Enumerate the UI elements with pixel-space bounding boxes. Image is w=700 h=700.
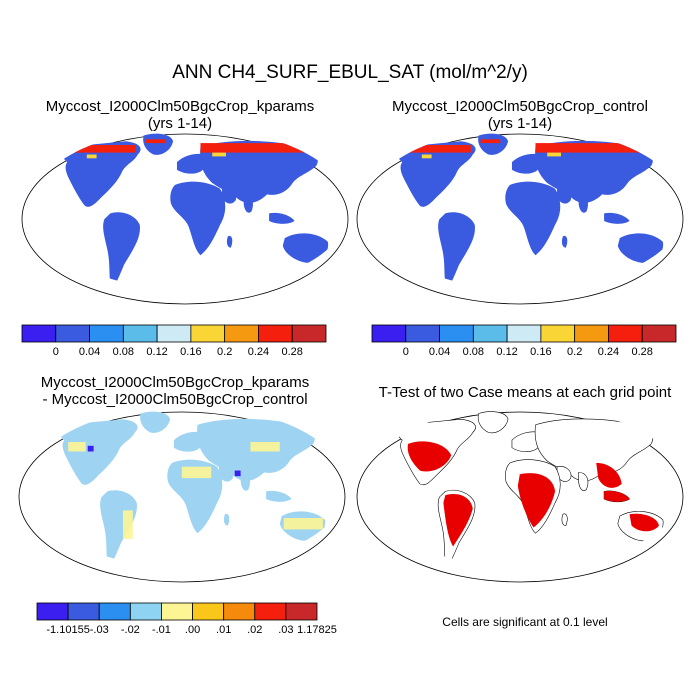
colorbar-swatch [258, 324, 293, 343]
colorbar-tick-label: 1.17825 [297, 624, 337, 636]
colorbar-tick-label: -.03 [90, 624, 109, 636]
colorbar-tick-label: 0.24 [248, 346, 269, 358]
colorbar-tick-label: 0.16 [530, 346, 551, 358]
colorbar-tick-label: -.01 [152, 624, 171, 636]
main-title: ANN CH4_SURF_EBUL_SAT (mol/m^2/y) [172, 62, 528, 83]
colorbar-swatch [129, 602, 162, 621]
colorbar-swatch [405, 324, 440, 343]
panel-3-title-line1: Myccost_I2000Clm50BgcCrop_kparams [40, 374, 310, 391]
panel-4-title: T-Test of two Case means at each grid po… [355, 384, 695, 401]
colorbar-tick-label: 0.04 [79, 346, 100, 358]
colorbar-swatch [574, 324, 609, 343]
colorbar-swatch [21, 324, 57, 343]
panel-1-title-line2: (yrs 1-14) [147, 115, 213, 132]
colorbar-swatch [36, 602, 69, 621]
colorbar-swatch [291, 324, 327, 343]
colorbar-swatch [285, 602, 318, 621]
colorbar-tick-label: 0.2 [567, 346, 582, 358]
colorbar-tick-label: .02 [247, 624, 262, 636]
colorbar-tick-label: .00 [185, 624, 200, 636]
colorbar-swatch [55, 324, 90, 343]
colorbar-tick-label: 0.12 [146, 346, 167, 358]
panel-4-title-line1: T-Test of two Case means at each grid po… [378, 384, 672, 401]
colorbar-swatch [254, 602, 287, 621]
map-panel-3 [18, 411, 346, 583]
colorbar-swatch [156, 324, 192, 343]
colorbar-tick-label: 0.28 [282, 346, 303, 358]
map-panel-4 [356, 411, 684, 583]
panel-2-title-line2: (yrs 1-14) [487, 115, 553, 132]
colorbar-swatch [161, 602, 193, 621]
colorbar-tick-label: 0 [403, 346, 409, 358]
panel-1-title: Myccost_I2000Clm50BgcCrop_kparams (yrs 1… [10, 98, 350, 132]
colorbar-panel-3: -1.10155 -.03 -.02 -.01 .00 .01 .02 .03 1.17825 [36, 602, 337, 636]
colorbar-panel-2: 0 0.04 0.08 0.12 0.16 0.2 0.24 0.28 [371, 324, 677, 358]
colorbar-swatch [192, 602, 225, 621]
panel-2-title: Myccost_I2000Clm50BgcCrop_control (yrs 1… [350, 98, 690, 132]
colorbar-swatch [608, 324, 643, 343]
panel-3-title: Myccost_I2000Clm50BgcCrop_kparams - Mycc… [5, 374, 345, 408]
colorbar-tick-label: .01 [216, 624, 231, 636]
colorbar-swatch [371, 324, 407, 343]
colorbar-tick-label: .03 [278, 624, 293, 636]
map-panel-2 [356, 133, 684, 305]
colorbar-tick-label: 0.24 [598, 346, 619, 358]
ttest-note: Cells are significant at 0.1 level [442, 615, 608, 629]
colorbar-swatch [506, 324, 542, 343]
colorbar-swatch [472, 324, 508, 343]
colorbar-swatch [98, 602, 131, 621]
colorbar-swatch [223, 602, 256, 621]
colorbar-swatch [67, 602, 100, 621]
panel-3-title-line2: - Myccost_I2000Clm50BgcCrop_control [42, 391, 308, 408]
colorbar-swatch [190, 324, 226, 343]
colorbar-swatch [641, 324, 677, 343]
colorbar-tick-label: -.02 [121, 624, 140, 636]
colorbar-swatch [122, 324, 158, 343]
colorbar-swatch [439, 324, 474, 343]
colorbar-tick-label: 0.04 [429, 346, 450, 358]
colorbar-tick-label: 0.16 [180, 346, 201, 358]
colorbar-tick-label: 0.28 [632, 346, 653, 358]
colorbar-tick-label: 0.2 [217, 346, 232, 358]
panel-1-title-line1: Myccost_I2000Clm50BgcCrop_kparams [45, 98, 315, 115]
colorbar-tick-label: 0 [53, 346, 59, 358]
colorbar-swatch [89, 324, 124, 343]
colorbar-tick-label: 0.12 [496, 346, 517, 358]
map-panel-1 [21, 133, 349, 305]
colorbar-panel-1: 0 0.04 0.08 0.12 0.16 0.2 0.24 0.28 [21, 324, 327, 358]
colorbar-swatch [224, 324, 259, 343]
panel-2-title-line1: Myccost_I2000Clm50BgcCrop_control [392, 98, 648, 115]
colorbar-tick-label: 0.08 [463, 346, 484, 358]
colorbar-swatch [540, 324, 576, 343]
colorbar-tick-label: 0.08 [113, 346, 134, 358]
colorbar-tick-label: -1.10155 [46, 624, 89, 636]
